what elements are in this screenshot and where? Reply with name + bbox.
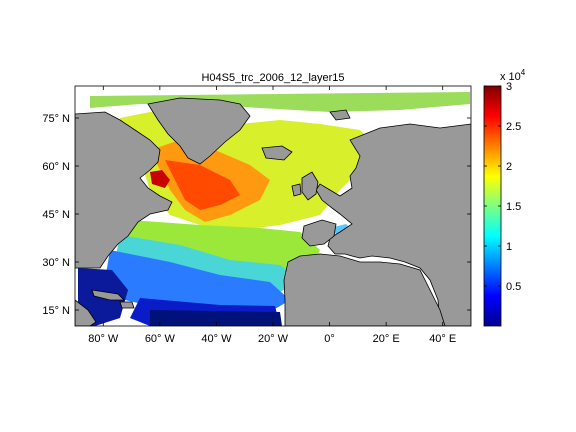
lon-tick-label: 40° E [429, 333, 456, 345]
greenland [147, 97, 251, 165]
ireland [291, 183, 302, 197]
africa [283, 253, 446, 326]
darkest-blue-field [150, 310, 282, 326]
colorbar: x 104 0.5 1 1.5 2 2.5 3 [483, 68, 526, 327]
svalbard [329, 109, 351, 121]
colorbar-tick-label: 2.5 [506, 121, 521, 133]
colorbar-ticks: 0.5 1 1.5 2 2.5 3 [484, 81, 521, 293]
map-ticks: 80° W 60° W 40° W 20° W 0° 20° E 40° E 15° N 30°… [42, 86, 471, 345]
colorbar-tick-label: 0.5 [506, 281, 521, 293]
lat-tick-label: 30° N [42, 257, 70, 269]
iberia [301, 219, 337, 247]
iceland [261, 145, 293, 161]
arctic-field [90, 92, 470, 112]
lat-tick-label: 45° N [42, 209, 70, 221]
colorbar-tick-label: 1.5 [506, 201, 521, 213]
lon-tick-label: 80° W [88, 333, 119, 345]
lat-tick-label: 60° N [42, 161, 70, 173]
hispaniola [119, 301, 135, 309]
lon-tick-label: 40° W [201, 333, 232, 345]
tracer-field [78, 92, 470, 326]
colorbar-tick-label: 2 [506, 161, 512, 173]
cuba [91, 289, 125, 301]
lon-tick-label: 20° E [373, 333, 400, 345]
north-america [75, 111, 173, 269]
europe-asia [315, 123, 471, 326]
lon-tick-label: 20° W [258, 333, 289, 345]
britain [301, 171, 319, 201]
lon-tick-label: 0° [324, 333, 335, 345]
labrador-max [150, 170, 170, 188]
lon-tick-label: 60° W [145, 333, 176, 345]
lat-tick-label: 75° N [42, 113, 70, 125]
colorbar-tick-label: 3 [506, 81, 512, 93]
colorbar-exponent: x 104 [500, 68, 526, 83]
blue-field [105, 250, 290, 314]
central-america [75, 299, 97, 326]
land [75, 97, 471, 326]
lat-tick-label: 15° N [42, 305, 70, 317]
red-core [165, 160, 240, 210]
map-title: H04S5_trc_2006_12_layer15 [201, 72, 344, 84]
map-axes [75, 86, 471, 326]
colorbar-tick-label: 1 [506, 241, 512, 253]
